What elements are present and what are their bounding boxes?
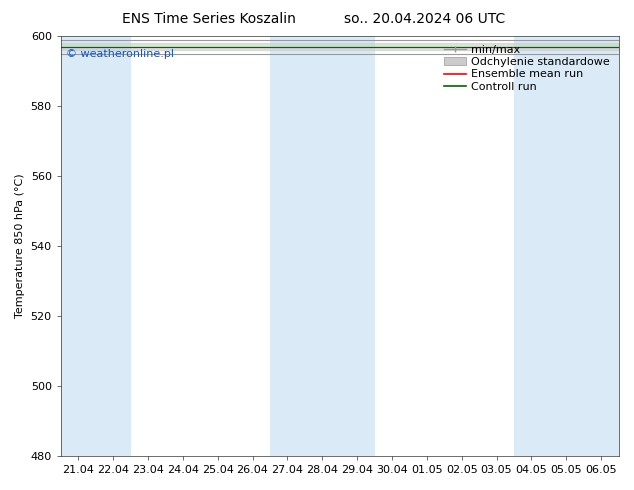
Legend: min/max, Odchylenie standardowe, Ensemble mean run, Controll run: min/max, Odchylenie standardowe, Ensembl… bbox=[441, 42, 613, 95]
Bar bbox=[514, 36, 549, 456]
Text: ENS Time Series Koszalin: ENS Time Series Koszalin bbox=[122, 12, 296, 26]
Text: © weatheronline.pl: © weatheronline.pl bbox=[67, 49, 174, 59]
Text: so.. 20.04.2024 06 UTC: so.. 20.04.2024 06 UTC bbox=[344, 12, 505, 26]
Bar bbox=[584, 36, 619, 456]
Bar bbox=[305, 36, 340, 456]
Bar bbox=[549, 36, 584, 456]
Y-axis label: Temperature 850 hPa (°C): Temperature 850 hPa (°C) bbox=[15, 174, 25, 318]
Bar bbox=[61, 36, 96, 456]
Bar bbox=[340, 36, 375, 456]
Bar bbox=[96, 36, 131, 456]
Bar bbox=[270, 36, 305, 456]
